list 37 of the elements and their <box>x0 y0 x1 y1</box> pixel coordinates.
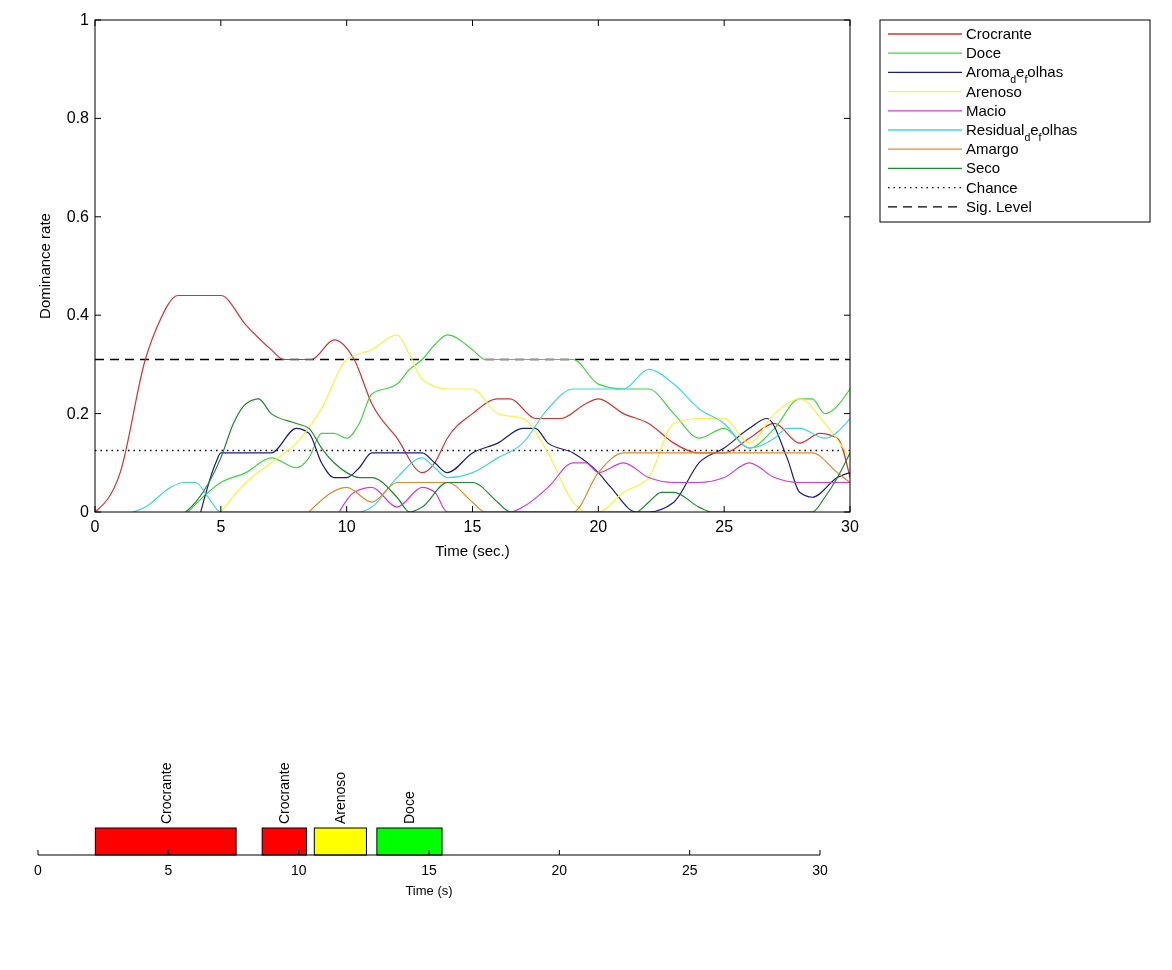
legend-label: Amargo <box>966 140 1019 158</box>
legend-label: Macio <box>966 101 1007 119</box>
x-axis-title: Time (s) <box>405 883 453 898</box>
y-tick-label: 1 <box>80 11 90 28</box>
y-tick-label: 0 <box>80 503 90 520</box>
y-tick-label: 0.2 <box>66 404 90 422</box>
x-tick-label: 0 <box>34 862 43 878</box>
y-tick-label: 0.8 <box>66 109 90 127</box>
x-tick-label: 25 <box>715 518 734 535</box>
legend-label: Seco <box>966 159 1001 177</box>
text: Doce <box>401 791 418 824</box>
x-tick-label: 20 <box>589 518 608 535</box>
x-tick-label: 30 <box>841 518 859 535</box>
line-series <box>200 417 850 512</box>
line-series <box>308 452 850 512</box>
y-axis-title: Dominance rate <box>36 213 53 319</box>
text: Arenoso <box>332 771 349 824</box>
x-tick-label: 20 <box>551 862 568 878</box>
x-tick-label: 10 <box>290 862 307 878</box>
legend-label: Doce <box>966 44 1002 62</box>
x-tick-label: 5 <box>164 862 173 878</box>
text: Crocrante <box>276 762 293 824</box>
legend-label: Chance <box>966 178 1018 196</box>
y-tick-label: 0.6 <box>66 207 90 225</box>
x-tick-label: 5 <box>216 518 226 535</box>
legend-label: Crocrante <box>966 25 1032 42</box>
x-tick-label: 15 <box>421 862 437 878</box>
line-series <box>95 294 850 512</box>
legend-label: Residual$_{d}$e$_{f}$olhas <box>966 121 1078 143</box>
legend-label: Sig. Level <box>966 197 1032 215</box>
x-axis-title: Time (sec.) <box>435 542 510 559</box>
x-tick-label: 10 <box>337 518 356 535</box>
text: Crocrante <box>157 762 174 824</box>
x-tick-label: 30 <box>812 862 828 878</box>
y-tick-label: 0.4 <box>66 306 90 324</box>
x-tick-label: 25 <box>681 862 698 878</box>
x-tick-label: 15 <box>463 518 482 535</box>
